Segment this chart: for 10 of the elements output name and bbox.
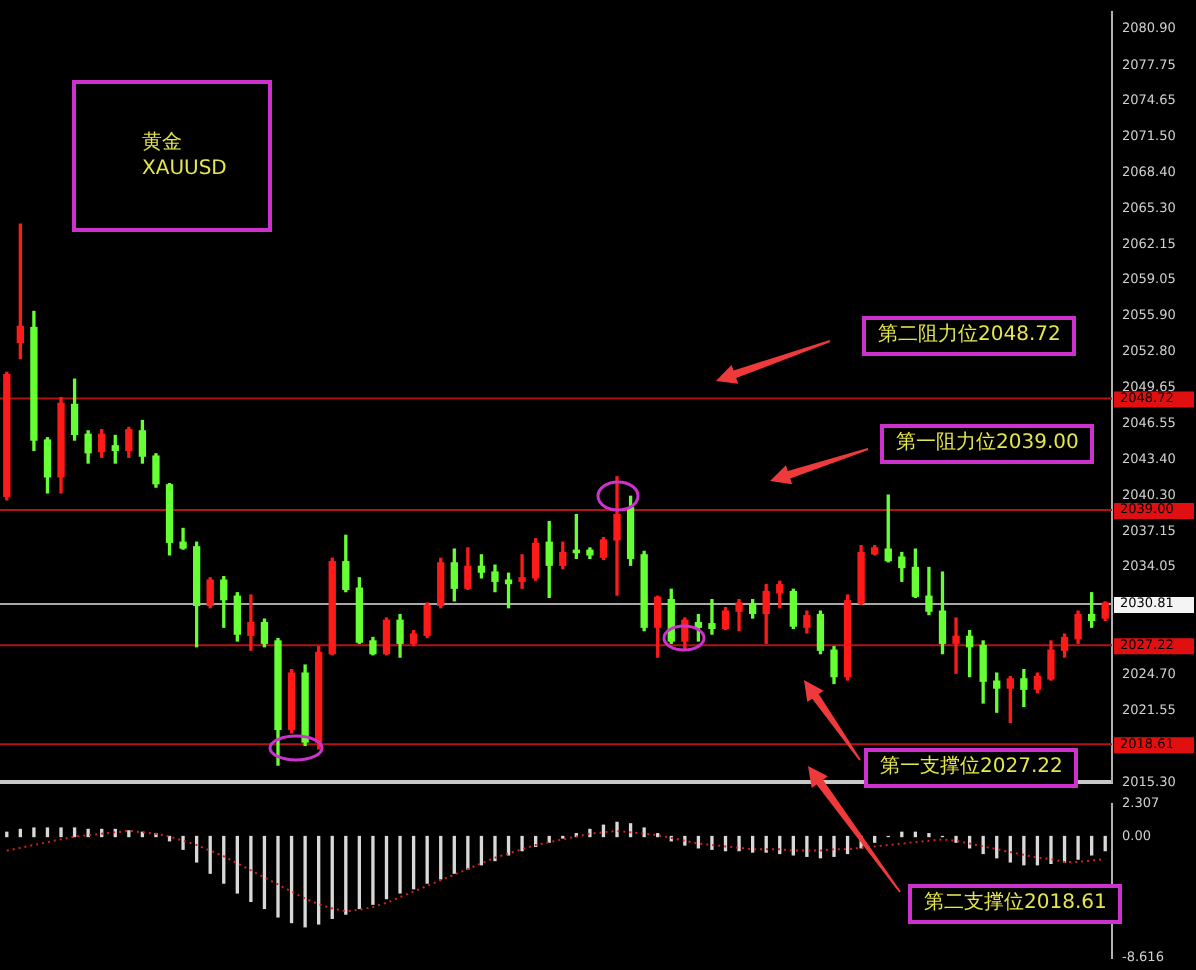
annotation: 第二支撑位2018.61 bbox=[908, 884, 1123, 924]
candlestick bbox=[952, 617, 960, 674]
candlestick bbox=[708, 598, 716, 635]
line-series bbox=[5, 829, 1107, 913]
frame: 黄金 XAUUSD bbox=[72, 80, 272, 232]
candlestick bbox=[518, 554, 526, 589]
annotation: 第二阻力位2048.72 bbox=[862, 316, 1077, 356]
annotation: 第一阻力位2039.00 bbox=[880, 424, 1095, 464]
annotation: 第一支撑位2027.22 bbox=[864, 748, 1079, 788]
candlestick bbox=[247, 594, 255, 651]
